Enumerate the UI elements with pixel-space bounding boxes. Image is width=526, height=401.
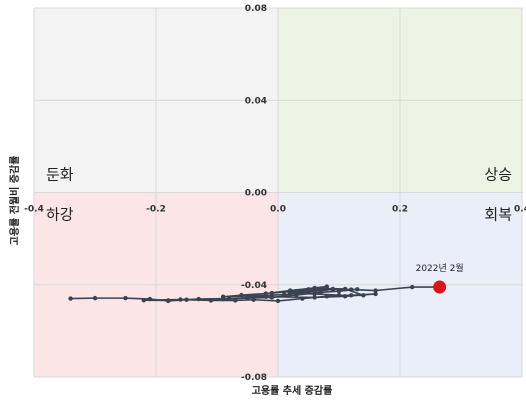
data-point: [349, 287, 354, 292]
data-point: [269, 290, 275, 296]
quadrant-label-lower-left: 하강: [46, 206, 74, 224]
quadrant-label-upper-left: 둔화: [46, 166, 74, 184]
y-tick-label: 0.04: [245, 96, 267, 106]
data-point: [300, 296, 305, 301]
data-point: [306, 288, 311, 294]
data-point: [263, 294, 268, 299]
data-point: [227, 296, 232, 301]
data-point: [239, 292, 244, 298]
data-point: [184, 297, 189, 302]
y-tick-label: -0.08: [241, 373, 267, 383]
gridlines: [33, 7, 523, 378]
x-axis-title: 고용률 추세 증감률: [252, 384, 333, 397]
data-point: [312, 295, 317, 300]
data-point: [245, 295, 250, 301]
data-point: [269, 295, 275, 300]
data-point: [196, 296, 201, 302]
series-trajectory: [68, 284, 440, 304]
x-tick-label: 0.0: [270, 205, 286, 215]
series-line: [70, 285, 440, 302]
data-point: [281, 292, 287, 297]
data-point: [324, 294, 329, 299]
data-point: [355, 287, 360, 292]
data-point: [312, 291, 317, 297]
data-point: [336, 292, 342, 298]
y-axis-title: 고용률 전월비 증감률: [8, 156, 21, 246]
data-point: [312, 286, 317, 292]
data-point: [251, 297, 256, 302]
data-point: [141, 298, 146, 303]
highlight-point: [433, 280, 447, 294]
x-tick-label: -0.4: [24, 205, 44, 215]
data-point: [318, 290, 323, 295]
data-point: [166, 298, 171, 303]
highlight-label: 2022년 2월: [416, 262, 464, 274]
data-point: [330, 286, 336, 292]
x-tick-label: 0.2: [392, 205, 408, 215]
data-point: [178, 297, 183, 302]
data-point: [342, 294, 348, 299]
data-point: [220, 294, 226, 299]
data-point: [147, 296, 153, 302]
x-tick-label: 0.4: [514, 205, 526, 215]
data-point: [233, 298, 238, 303]
data-point: [342, 286, 348, 292]
quadrant-label-upper-right: 상승: [484, 166, 512, 184]
data-point: [336, 289, 342, 294]
data-point: [373, 291, 378, 297]
data-point: [251, 293, 256, 299]
data-point: [294, 292, 299, 298]
data-point: [288, 291, 293, 296]
data-point: [324, 286, 329, 291]
data-point: [263, 291, 268, 296]
data-point: [275, 298, 281, 304]
data-point: [361, 293, 366, 298]
y-tick-label: -0.04: [241, 281, 267, 291]
x-tick-label: -0.2: [146, 205, 166, 215]
y-tick-label: 0.00: [245, 189, 267, 199]
y-tick-label: 0.08: [245, 4, 267, 14]
data-point: [349, 293, 354, 298]
data-point: [410, 284, 415, 290]
quadrant-label-lower-right: 회복: [484, 206, 512, 224]
data-point: [123, 295, 128, 301]
data-point: [373, 288, 378, 293]
tick-labels: -0.4 -0.2 0.0 0.2 0.4 0.08 0.04 0.00 -0.04 -0.08: [24, 4, 526, 383]
data-point: [208, 298, 214, 303]
data-point: [92, 295, 98, 301]
data-point: [68, 296, 73, 301]
data-point: [294, 289, 299, 294]
